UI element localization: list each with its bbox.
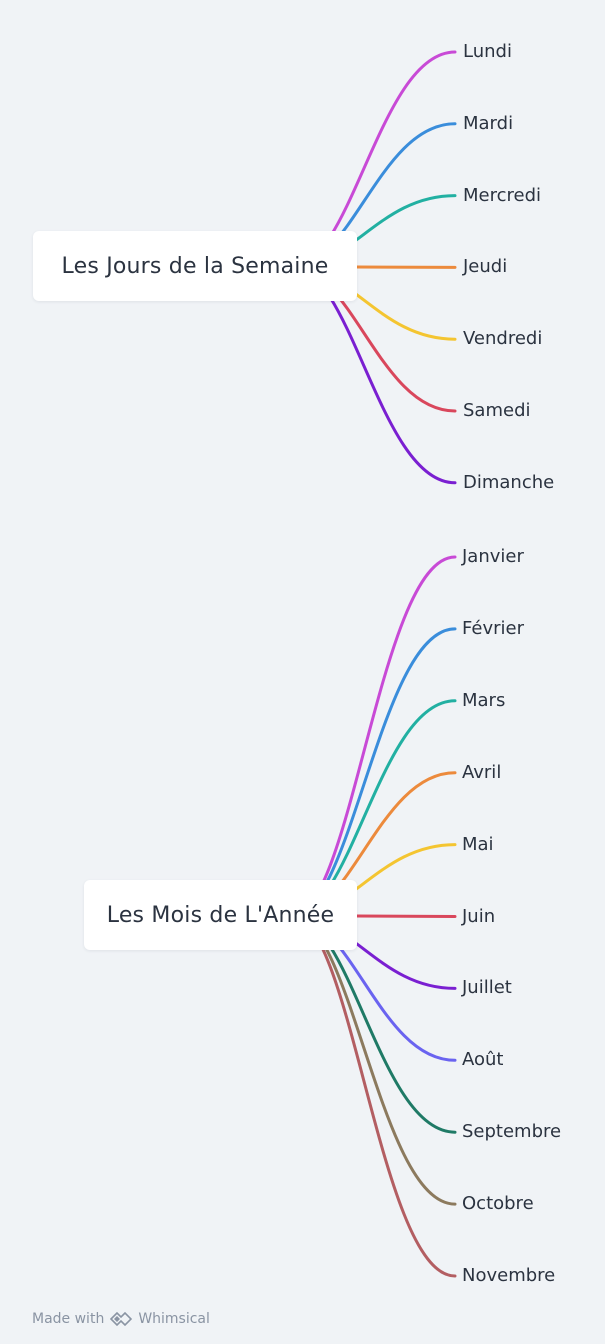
whimsical-logo-icon: [110, 1312, 133, 1326]
leaf-node[interactable]: Jeudi: [463, 256, 508, 278]
leaf-node[interactable]: Mercredi: [463, 184, 542, 206]
root-node-label: Les Jours de la Semaine: [61, 253, 329, 279]
leaf-node[interactable]: Avril: [462, 761, 502, 783]
leaf-node[interactable]: Janvier: [462, 546, 524, 567]
made-with-whimsical[interactable]: Made with Whimsical: [32, 1311, 210, 1327]
leaf-node[interactable]: Mars: [462, 689, 506, 711]
leaf-node[interactable]: Novembre: [462, 1265, 556, 1286]
branch-line-février: [290, 627, 457, 918]
leaf-node[interactable]: Février: [462, 617, 524, 639]
leaf-node[interactable]: Mai: [462, 833, 494, 855]
leaf-node[interactable]: Dimanche: [463, 471, 555, 493]
branch-line-juin: [355, 914, 457, 918]
leaf-node[interactable]: Juin: [462, 905, 496, 927]
branch-line-octobre: [290, 914, 457, 1206]
root-node-months[interactable]: Les Mois de L'Année: [84, 880, 357, 950]
footer-made-with: Made with: [32, 1311, 105, 1327]
branch-line-janvier: [290, 555, 457, 918]
leaf-node[interactable]: Juillet: [462, 977, 512, 999]
root-node-days[interactable]: Les Jours de la Semaine: [33, 231, 357, 301]
leaf-node[interactable]: Août: [462, 1049, 504, 1071]
leaf-node[interactable]: Mardi: [463, 112, 514, 134]
footer-brand: Whimsical: [138, 1311, 210, 1327]
leaf-node[interactable]: Septembre: [462, 1121, 562, 1143]
branch-line-novembre: [290, 914, 457, 1278]
leaf-node[interactable]: Samedi: [463, 400, 531, 421]
leaf-node[interactable]: Vendredi: [463, 328, 543, 350]
leaf-node[interactable]: Octobre: [462, 1193, 534, 1215]
root-node-label: Les Mois de L'Année: [106, 902, 335, 928]
leaf-node[interactable]: Lundi: [463, 41, 512, 62]
